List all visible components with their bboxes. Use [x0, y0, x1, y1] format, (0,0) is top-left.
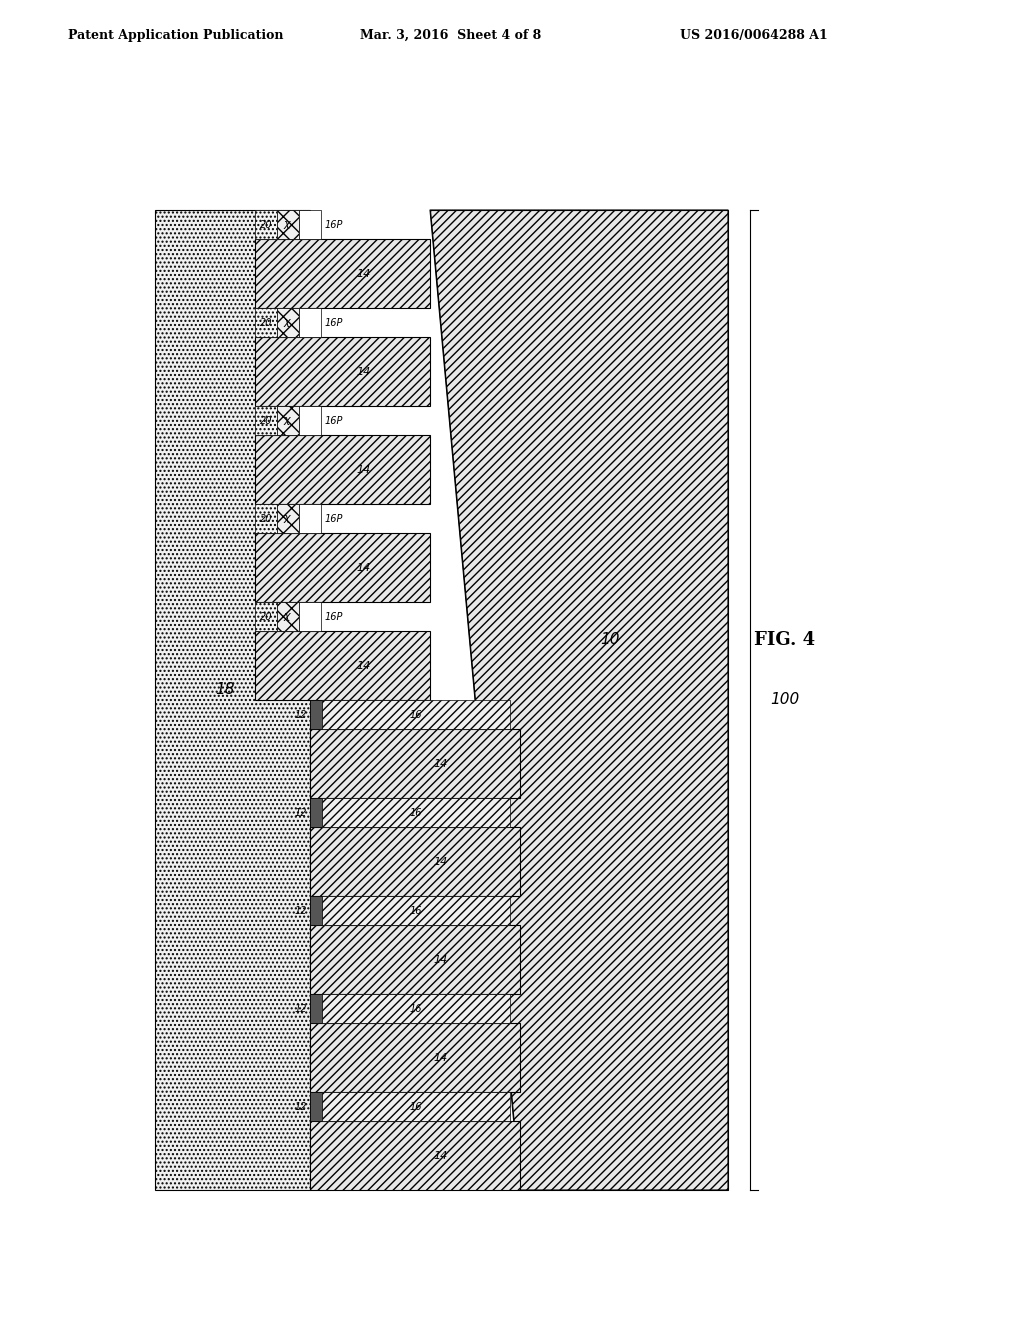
- Text: 20: 20: [260, 416, 272, 425]
- Bar: [278, 308, 299, 338]
- Text: 16: 16: [410, 906, 422, 916]
- Bar: [310, 1122, 520, 1191]
- Bar: [255, 602, 278, 631]
- Text: 14: 14: [356, 465, 371, 475]
- Text: 12: 12: [295, 906, 307, 916]
- Bar: [255, 308, 278, 338]
- Bar: [278, 602, 299, 631]
- Text: 14: 14: [433, 1053, 447, 1063]
- Bar: [322, 799, 510, 828]
- Text: 20: 20: [260, 513, 272, 524]
- Bar: [255, 210, 278, 239]
- Text: 14: 14: [433, 759, 447, 768]
- Text: 14: 14: [356, 562, 371, 573]
- Text: 14: 14: [433, 954, 447, 965]
- Bar: [310, 700, 322, 730]
- Text: 14: 14: [433, 857, 447, 867]
- Text: 16: 16: [410, 710, 422, 719]
- Bar: [310, 1023, 520, 1092]
- Text: $\chi$: $\chi$: [284, 219, 293, 231]
- Bar: [299, 602, 321, 631]
- Text: 20: 20: [260, 219, 272, 230]
- Bar: [255, 436, 430, 504]
- Text: 14: 14: [356, 367, 371, 376]
- Text: 16P: 16P: [325, 416, 343, 425]
- Text: US 2016/0064288 A1: US 2016/0064288 A1: [680, 29, 827, 41]
- Text: 12: 12: [295, 1102, 307, 1111]
- Text: Patent Application Publication: Patent Application Publication: [68, 29, 284, 41]
- Text: 16P: 16P: [325, 611, 343, 622]
- Bar: [155, 210, 310, 1191]
- Text: Mar. 3, 2016  Sheet 4 of 8: Mar. 3, 2016 Sheet 4 of 8: [360, 29, 542, 41]
- Bar: [322, 1092, 510, 1122]
- Text: 12: 12: [295, 808, 307, 817]
- Text: $\chi$: $\chi$: [284, 611, 293, 623]
- Text: 16: 16: [410, 808, 422, 817]
- Text: 100: 100: [770, 693, 800, 708]
- Bar: [278, 504, 299, 533]
- Text: 12: 12: [295, 1003, 307, 1014]
- Bar: [299, 504, 321, 533]
- Text: $\chi$: $\chi$: [284, 512, 293, 525]
- Bar: [255, 239, 430, 308]
- Bar: [310, 1092, 322, 1122]
- Text: 16: 16: [410, 1003, 422, 1014]
- Text: 18: 18: [215, 682, 234, 697]
- Text: 14: 14: [433, 1151, 447, 1160]
- Text: 16P: 16P: [325, 513, 343, 524]
- Bar: [322, 994, 510, 1023]
- Text: 16P: 16P: [325, 318, 343, 327]
- Bar: [310, 799, 322, 828]
- Text: 16P: 16P: [325, 219, 343, 230]
- Text: FIG. 4: FIG. 4: [755, 631, 815, 649]
- Text: 20: 20: [260, 318, 272, 327]
- Bar: [310, 828, 520, 896]
- Bar: [310, 994, 322, 1023]
- Bar: [255, 338, 430, 407]
- Bar: [299, 308, 321, 338]
- Text: $\chi$: $\chi$: [284, 317, 293, 329]
- Bar: [278, 407, 299, 436]
- Bar: [310, 730, 520, 799]
- Text: 16: 16: [410, 1102, 422, 1111]
- Text: 20: 20: [260, 611, 272, 622]
- Polygon shape: [430, 210, 728, 1191]
- Bar: [322, 700, 510, 730]
- Bar: [299, 407, 321, 436]
- Bar: [255, 533, 430, 602]
- Text: 14: 14: [356, 269, 371, 279]
- Bar: [299, 210, 321, 239]
- Bar: [278, 210, 299, 239]
- Text: 12: 12: [295, 710, 307, 719]
- Bar: [310, 896, 322, 925]
- Text: 10: 10: [600, 632, 620, 648]
- Bar: [255, 504, 278, 533]
- Text: 14: 14: [356, 661, 371, 671]
- Text: $\chi$: $\chi$: [284, 414, 293, 426]
- Bar: [255, 407, 278, 436]
- Bar: [310, 925, 520, 994]
- Bar: [255, 631, 430, 700]
- Bar: [322, 896, 510, 925]
